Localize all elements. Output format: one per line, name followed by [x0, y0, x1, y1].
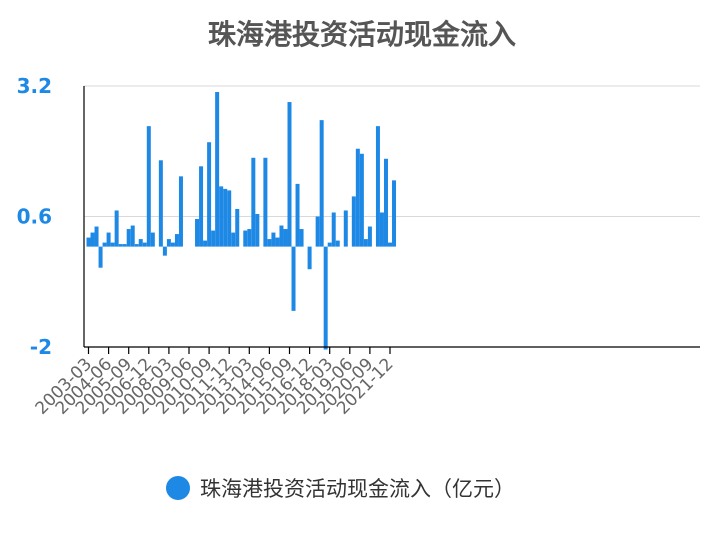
bar[interactable] — [291, 246, 296, 311]
bar[interactable] — [379, 212, 384, 247]
bar[interactable] — [110, 242, 115, 247]
bar[interactable] — [307, 246, 312, 270]
bar[interactable] — [166, 239, 171, 247]
bar[interactable] — [118, 244, 123, 247]
bar[interactable] — [98, 246, 103, 268]
bar[interactable] — [363, 239, 368, 247]
y-tick-label: 3.2 — [17, 74, 52, 98]
bar[interactable] — [235, 208, 240, 247]
legend[interactable]: 珠海港投资活动现金流入（亿元） — [166, 476, 515, 501]
legend-marker — [166, 476, 190, 500]
bar-series — [86, 92, 397, 350]
y-tick-label: -2 — [30, 335, 52, 359]
bar[interactable] — [86, 237, 91, 247]
bar[interactable] — [130, 225, 135, 247]
bar[interactable] — [126, 229, 131, 247]
bar[interactable] — [195, 219, 200, 247]
bar[interactable] — [94, 226, 99, 247]
bar[interactable] — [335, 240, 340, 247]
bar[interactable] — [223, 188, 228, 247]
y-axis: 3.2 0.6 -2 — [17, 74, 85, 359]
bar[interactable] — [295, 183, 300, 247]
bar[interactable] — [263, 157, 268, 247]
bar[interactable] — [271, 232, 276, 247]
bar[interactable] — [114, 210, 119, 247]
bar[interactable] — [211, 230, 216, 247]
bar[interactable] — [283, 229, 288, 247]
x-axis: 2003-032004-062005-092006-122008-032009-… — [32, 346, 700, 419]
bar[interactable] — [251, 157, 256, 247]
bar[interactable] — [170, 242, 175, 247]
bar[interactable] — [102, 242, 107, 247]
bar[interactable] — [207, 142, 212, 247]
bar[interactable] — [106, 232, 111, 247]
bar[interactable] — [319, 120, 324, 247]
bar[interactable] — [343, 210, 348, 247]
bar[interactable] — [279, 225, 284, 247]
bar[interactable] — [327, 242, 332, 247]
bar[interactable] — [243, 230, 248, 247]
bar[interactable] — [199, 166, 204, 247]
bar[interactable] — [215, 92, 220, 247]
bar[interactable] — [178, 176, 183, 247]
bar[interactable] — [142, 242, 147, 247]
bar[interactable] — [174, 234, 179, 247]
bar[interactable] — [203, 240, 208, 247]
bar[interactable] — [383, 158, 388, 247]
bar[interactable] — [315, 216, 320, 247]
bar[interactable] — [323, 246, 328, 350]
chart-title: 珠海港投资活动现金流入 — [208, 18, 516, 51]
bar[interactable] — [90, 232, 95, 247]
bar[interactable] — [227, 190, 232, 247]
bar[interactable] — [247, 229, 252, 247]
bar[interactable] — [388, 242, 392, 247]
bar[interactable] — [351, 196, 356, 247]
bar[interactable] — [146, 126, 151, 247]
bar[interactable] — [158, 160, 163, 247]
bar[interactable] — [255, 213, 260, 247]
legend-label: 珠海港投资活动现金流入（亿元） — [200, 477, 515, 501]
bar[interactable] — [231, 232, 236, 247]
bar[interactable] — [219, 186, 224, 247]
bar[interactable] — [150, 232, 155, 247]
bar[interactable] — [122, 244, 127, 247]
bar[interactable] — [359, 153, 364, 247]
bar[interactable] — [287, 102, 292, 247]
y-tick-label: 0.6 — [17, 205, 52, 229]
grid-lines — [84, 85, 700, 348]
bar[interactable] — [267, 239, 272, 247]
bar[interactable] — [355, 148, 360, 247]
bar[interactable] — [299, 229, 304, 247]
bar[interactable] — [375, 126, 380, 247]
bar[interactable] — [162, 246, 167, 256]
bar[interactable] — [138, 239, 143, 247]
bar[interactable] — [134, 244, 139, 247]
bar[interactable] — [367, 226, 372, 247]
bar[interactable] — [331, 212, 336, 247]
bar[interactable] — [275, 237, 280, 247]
bar[interactable] — [392, 180, 397, 247]
